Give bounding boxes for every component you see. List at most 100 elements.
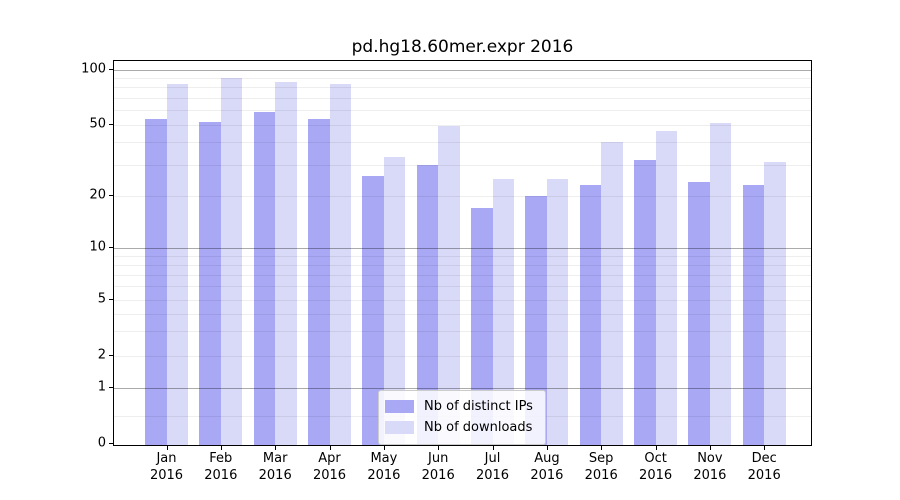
y-tick-label-20: 20: [89, 187, 106, 203]
year-label: 2016: [747, 468, 781, 483]
x-tick-label-nov: Nov 2016: [682, 450, 738, 484]
year-label: 2016: [367, 468, 401, 483]
month-label: Sep: [588, 451, 614, 466]
year-label: 2016: [312, 468, 347, 483]
x-tick-mark: [166, 446, 168, 450]
legend-item-distinct-ips: Nb of distinct IPs: [385, 396, 537, 417]
x-tick-label-jan: Jan 2016: [139, 450, 195, 484]
bar-nb-of-downloads-feb: [220, 77, 243, 445]
x-tick-label-mar: Mar 2016: [247, 450, 303, 484]
month-label: Mar: [262, 451, 288, 466]
bar-nb-of-downloads-may: [383, 157, 406, 445]
x-tick-mark: [383, 446, 386, 450]
month-label: Aug: [534, 451, 560, 466]
x-tick-label-may: May 2016: [356, 450, 412, 484]
bar-nb-of-downloads-apr: [329, 84, 351, 445]
legend-swatch-distinct-ips-icon: [385, 400, 414, 413]
month-label: Dec: [751, 451, 777, 466]
x-tick-label-aug: Aug 2016: [519, 450, 575, 484]
legend-item-downloads: Nb of downloads: [385, 417, 537, 438]
bar-nb-of-downloads-dec: [764, 162, 786, 445]
y-tick-label-2: 2: [97, 347, 106, 363]
x-tick-label-feb: Feb 2016: [193, 450, 249, 484]
bar-nb-of-distinct-ips-oct: [634, 159, 656, 445]
year-label: 2016: [530, 468, 564, 483]
month-label: Jun: [428, 451, 449, 466]
bar-nb-of-distinct-ips-jan: [145, 118, 167, 445]
bar-nb-of-distinct-ips-aug: [525, 196, 547, 445]
x-tick-mark: [329, 446, 331, 450]
y-tick-mark: [109, 354, 113, 356]
x-tick-mark: [655, 446, 657, 450]
y-tick-mark: [109, 442, 113, 445]
legend: Nb of distinct IPs Nb of downloads: [378, 390, 546, 445]
gridline-90: [114, 77, 811, 79]
year-label: 2016: [258, 468, 292, 483]
year-label: 2016: [584, 468, 618, 483]
y-tick-label-5: 5: [97, 291, 106, 307]
month-label: Oct: [644, 451, 667, 466]
x-tick-mark: [601, 446, 603, 450]
year-label: 2016: [693, 468, 727, 483]
year-label: 2016: [475, 468, 510, 483]
legend-label-downloads: Nb of downloads: [424, 420, 533, 435]
legend-swatch-downloads-icon: [385, 421, 414, 434]
bar-nb-of-downloads-jan: [166, 84, 188, 445]
y-tick-mark: [109, 298, 113, 301]
year-label: 2016: [639, 468, 673, 483]
bar-nb-of-distinct-ips-feb: [199, 121, 221, 445]
y-tick-mark: [109, 68, 113, 70]
bar-nb-of-downloads-nov: [709, 123, 732, 445]
bar-nb-of-downloads-oct: [655, 131, 678, 445]
x-tick-label-jul: Jul 2016: [465, 450, 521, 484]
year-label: 2016: [149, 468, 184, 483]
plot-area: Nb of distinct IPs Nb of downloads: [113, 60, 812, 446]
gridline-100: [114, 69, 811, 71]
x-tick-mark: [546, 446, 549, 450]
bar-nb-of-distinct-ips-nov: [688, 181, 710, 445]
x-tick-mark: [492, 446, 494, 450]
month-label: Jul: [484, 451, 501, 466]
gridline-70: [114, 98, 811, 99]
x-tick-mark: [220, 446, 223, 450]
month-label: May: [370, 451, 398, 466]
y-tick-label-0: 0: [97, 435, 106, 451]
bar-nb-of-downloads-sep: [601, 142, 623, 445]
gridline-60: [114, 110, 811, 112]
bar-nb-of-downloads-jun: [438, 126, 460, 445]
bar-nb-of-distinct-ips-mar: [253, 111, 276, 445]
x-tick-mark: [709, 446, 712, 450]
chart-title: pd.hg18.60mer.expr 2016: [351, 37, 574, 57]
bar-nb-of-distinct-ips-jul: [471, 208, 493, 445]
bar-nb-of-downloads-aug: [546, 178, 569, 445]
x-tick-label-jun: Jun 2016: [410, 450, 466, 484]
y-tick-label-100: 100: [81, 61, 106, 76]
month-label: Feb: [209, 451, 233, 466]
y-tick-mark: [109, 195, 113, 197]
x-tick-label-sep: Sep 2016: [573, 450, 629, 484]
y-tick-mark: [109, 123, 113, 126]
month-label: Nov: [697, 451, 723, 466]
y-tick-label-50: 50: [89, 116, 106, 132]
y-tick-mark: [109, 386, 113, 388]
year-label: 2016: [421, 468, 455, 483]
year-label: 2016: [204, 468, 238, 483]
bar-nb-of-distinct-ips-may: [362, 175, 384, 445]
bar-nb-of-distinct-ips-dec: [742, 185, 765, 445]
legend-label-distinct-ips: Nb of distinct IPs: [424, 399, 533, 414]
bar-nb-of-distinct-ips-apr: [308, 118, 330, 445]
y-tick-label-10: 10: [89, 239, 106, 255]
x-tick-label-dec: Dec 2016: [736, 450, 792, 484]
gridline-80: [114, 87, 811, 89]
x-tick-mark: [275, 446, 277, 450]
bar-nb-of-downloads-mar: [275, 81, 297, 445]
bar-nb-of-downloads-jul: [492, 178, 514, 445]
x-tick-label-apr: Apr 2016: [302, 450, 358, 484]
y-tick-mark: [109, 247, 113, 249]
bar-nb-of-distinct-ips-jun: [416, 164, 439, 445]
month-label: Apr: [318, 451, 341, 466]
x-tick-mark: [764, 446, 766, 450]
month-label: Jan: [156, 451, 177, 466]
x-tick-label-oct: Oct 2016: [628, 450, 684, 484]
